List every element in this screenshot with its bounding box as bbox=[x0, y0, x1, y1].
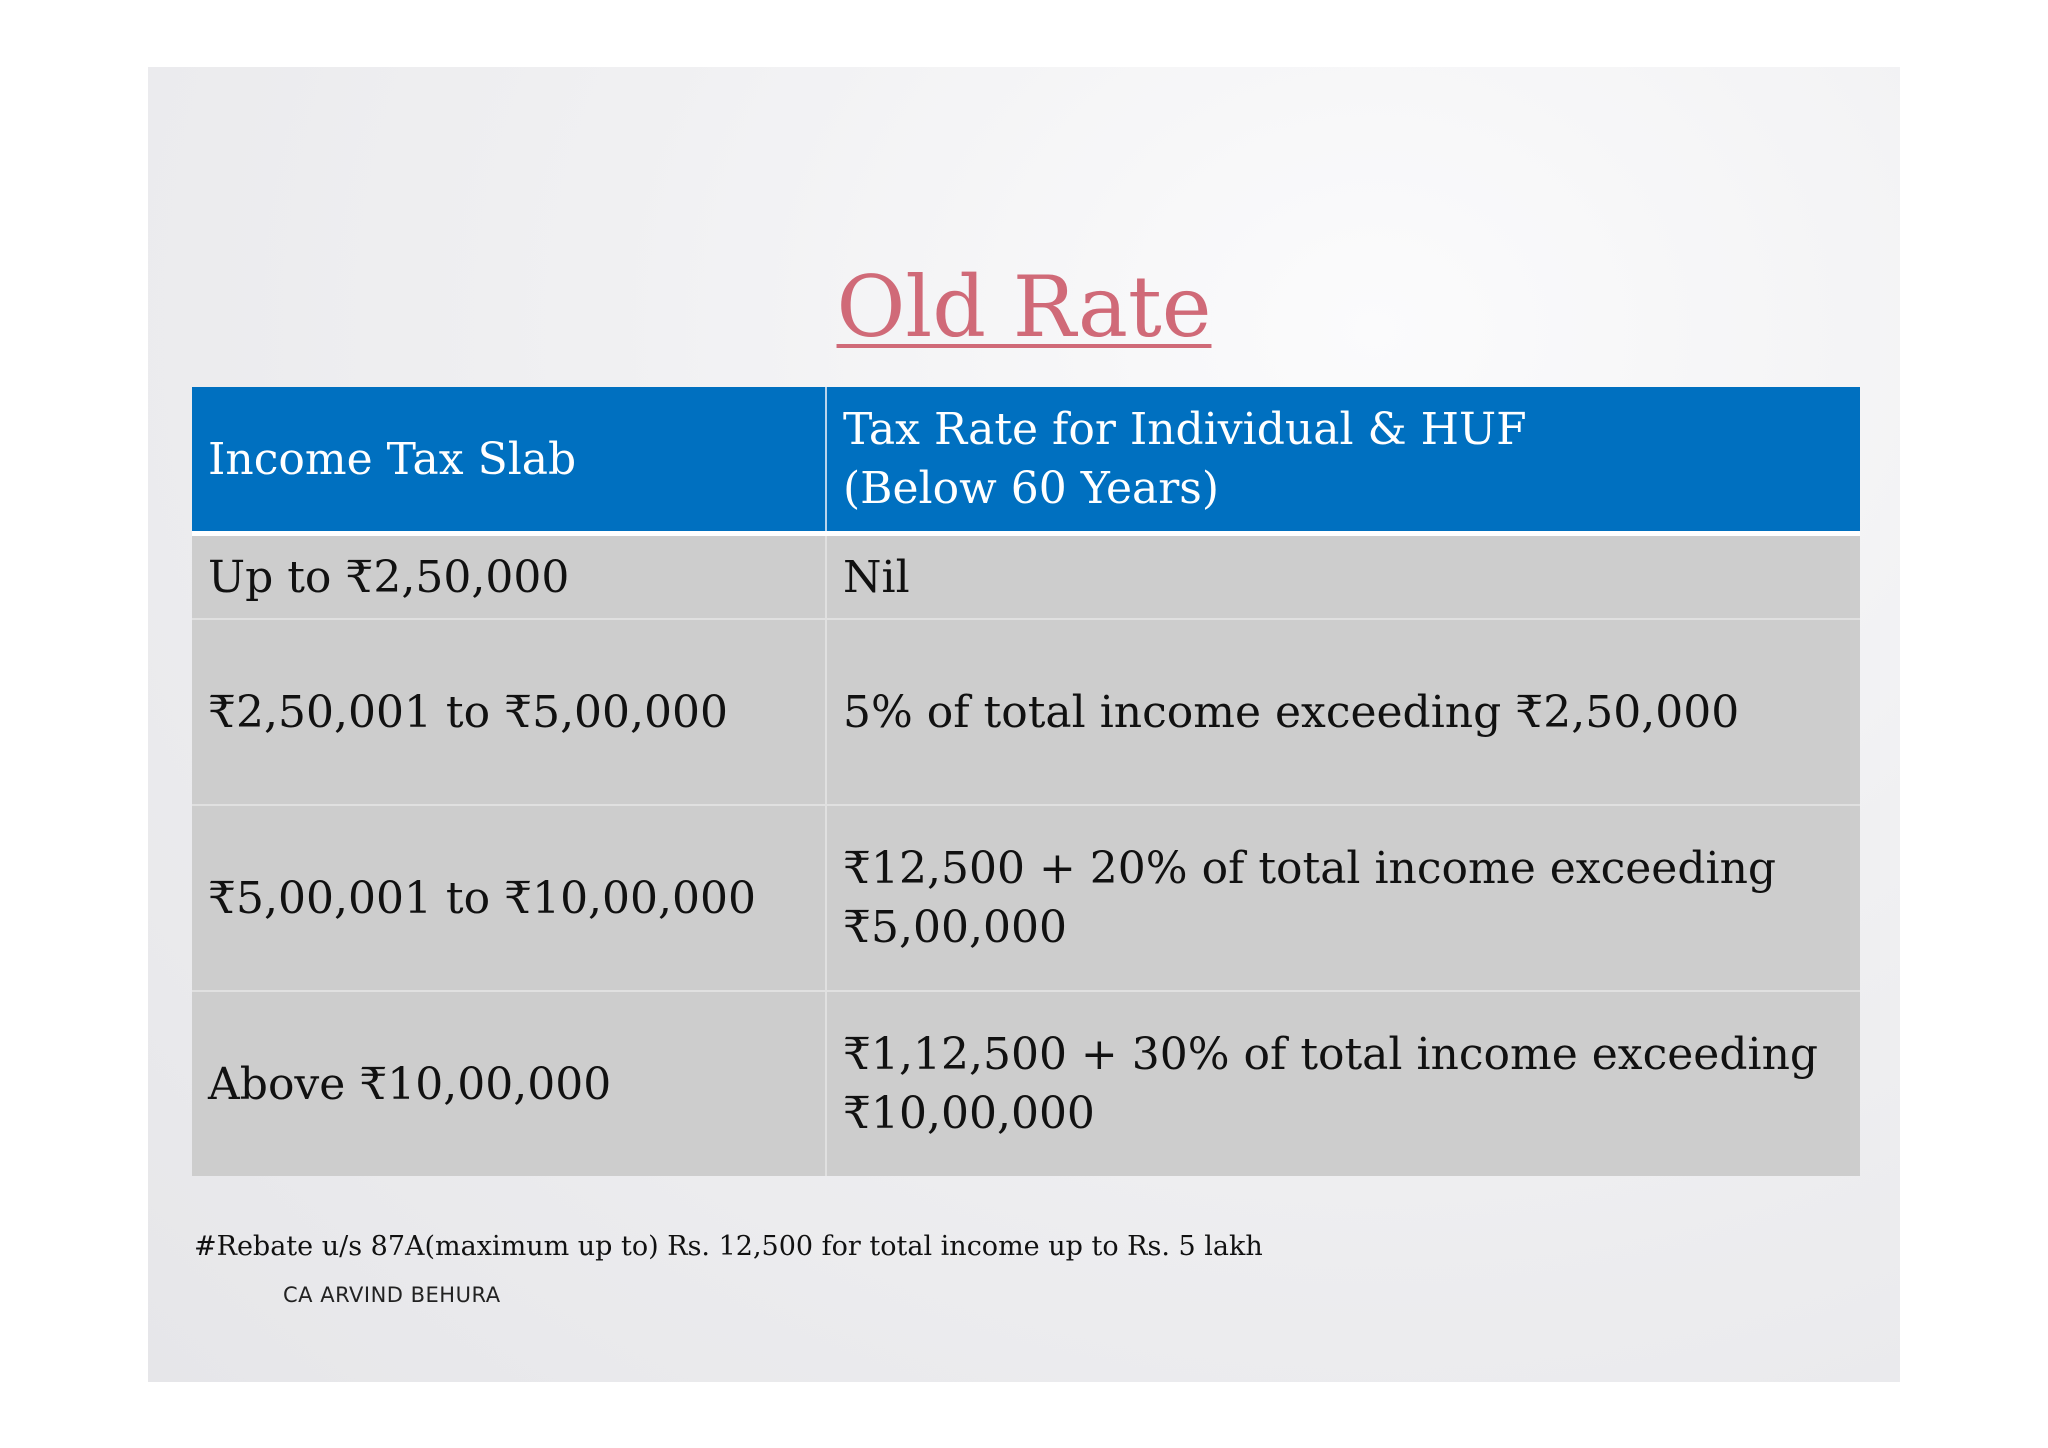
table-row: ₹2,50,001 to ₹5,00,000 5% of total incom… bbox=[192, 618, 1860, 805]
slide: Old Rate Income Tax Slab Tax Rate for In… bbox=[148, 67, 1900, 1382]
header-income-slab: Income Tax Slab bbox=[192, 387, 826, 536]
slab-cell: ₹5,00,001 to ₹10,00,000 bbox=[192, 804, 826, 991]
header-tax-rate-line-1: Tax Rate for Individual & HUF bbox=[843, 404, 1527, 455]
table-row: Up to ₹2,50,000 Nil bbox=[192, 532, 1860, 619]
rate-line-2: ₹10,00,000 bbox=[843, 1088, 1095, 1139]
header-tax-rate-line-2: (Below 60 Years) bbox=[843, 463, 1219, 514]
table-header-row: Income Tax Slab Tax Rate for Individual … bbox=[192, 387, 1860, 536]
rate-cell: Nil bbox=[825, 532, 1860, 619]
rebate-footnote: #Rebate u/s 87A(maximum up to) Rs. 12,50… bbox=[194, 1231, 1263, 1262]
rate-line-1: ₹12,500 + 20% of total income exceeding bbox=[843, 843, 1777, 894]
header-tax-rate: Tax Rate for Individual & HUF (Below 60 … bbox=[825, 387, 1860, 536]
table-row: ₹5,00,001 to ₹10,00,000 ₹12,500 + 20% of… bbox=[192, 804, 1860, 991]
tax-slab-table: Income Tax Slab Tax Rate for Individual … bbox=[192, 387, 1860, 1176]
table-row: Above ₹10,00,000 ₹1,12,500 + 30% of tota… bbox=[192, 990, 1860, 1176]
slide-title: Old Rate bbox=[836, 258, 1212, 356]
rate-line-1: ₹1,12,500 + 30% of total income exceedin… bbox=[843, 1029, 1819, 1080]
slab-cell: Above ₹10,00,000 bbox=[192, 990, 826, 1176]
slab-cell: Up to ₹2,50,000 bbox=[192, 532, 826, 619]
rate-cell: ₹12,500 + 20% of total income exceeding … bbox=[825, 804, 1860, 991]
rate-cell: 5% of total income exceeding ₹2,50,000 bbox=[825, 618, 1860, 805]
rate-line-2: ₹5,00,000 bbox=[843, 902, 1067, 953]
rate-cell: ₹1,12,500 + 30% of total income exceedin… bbox=[825, 990, 1860, 1176]
slab-cell: ₹2,50,001 to ₹5,00,000 bbox=[192, 618, 826, 805]
author-credit: CA ARVIND BEHURA bbox=[283, 1283, 501, 1307]
